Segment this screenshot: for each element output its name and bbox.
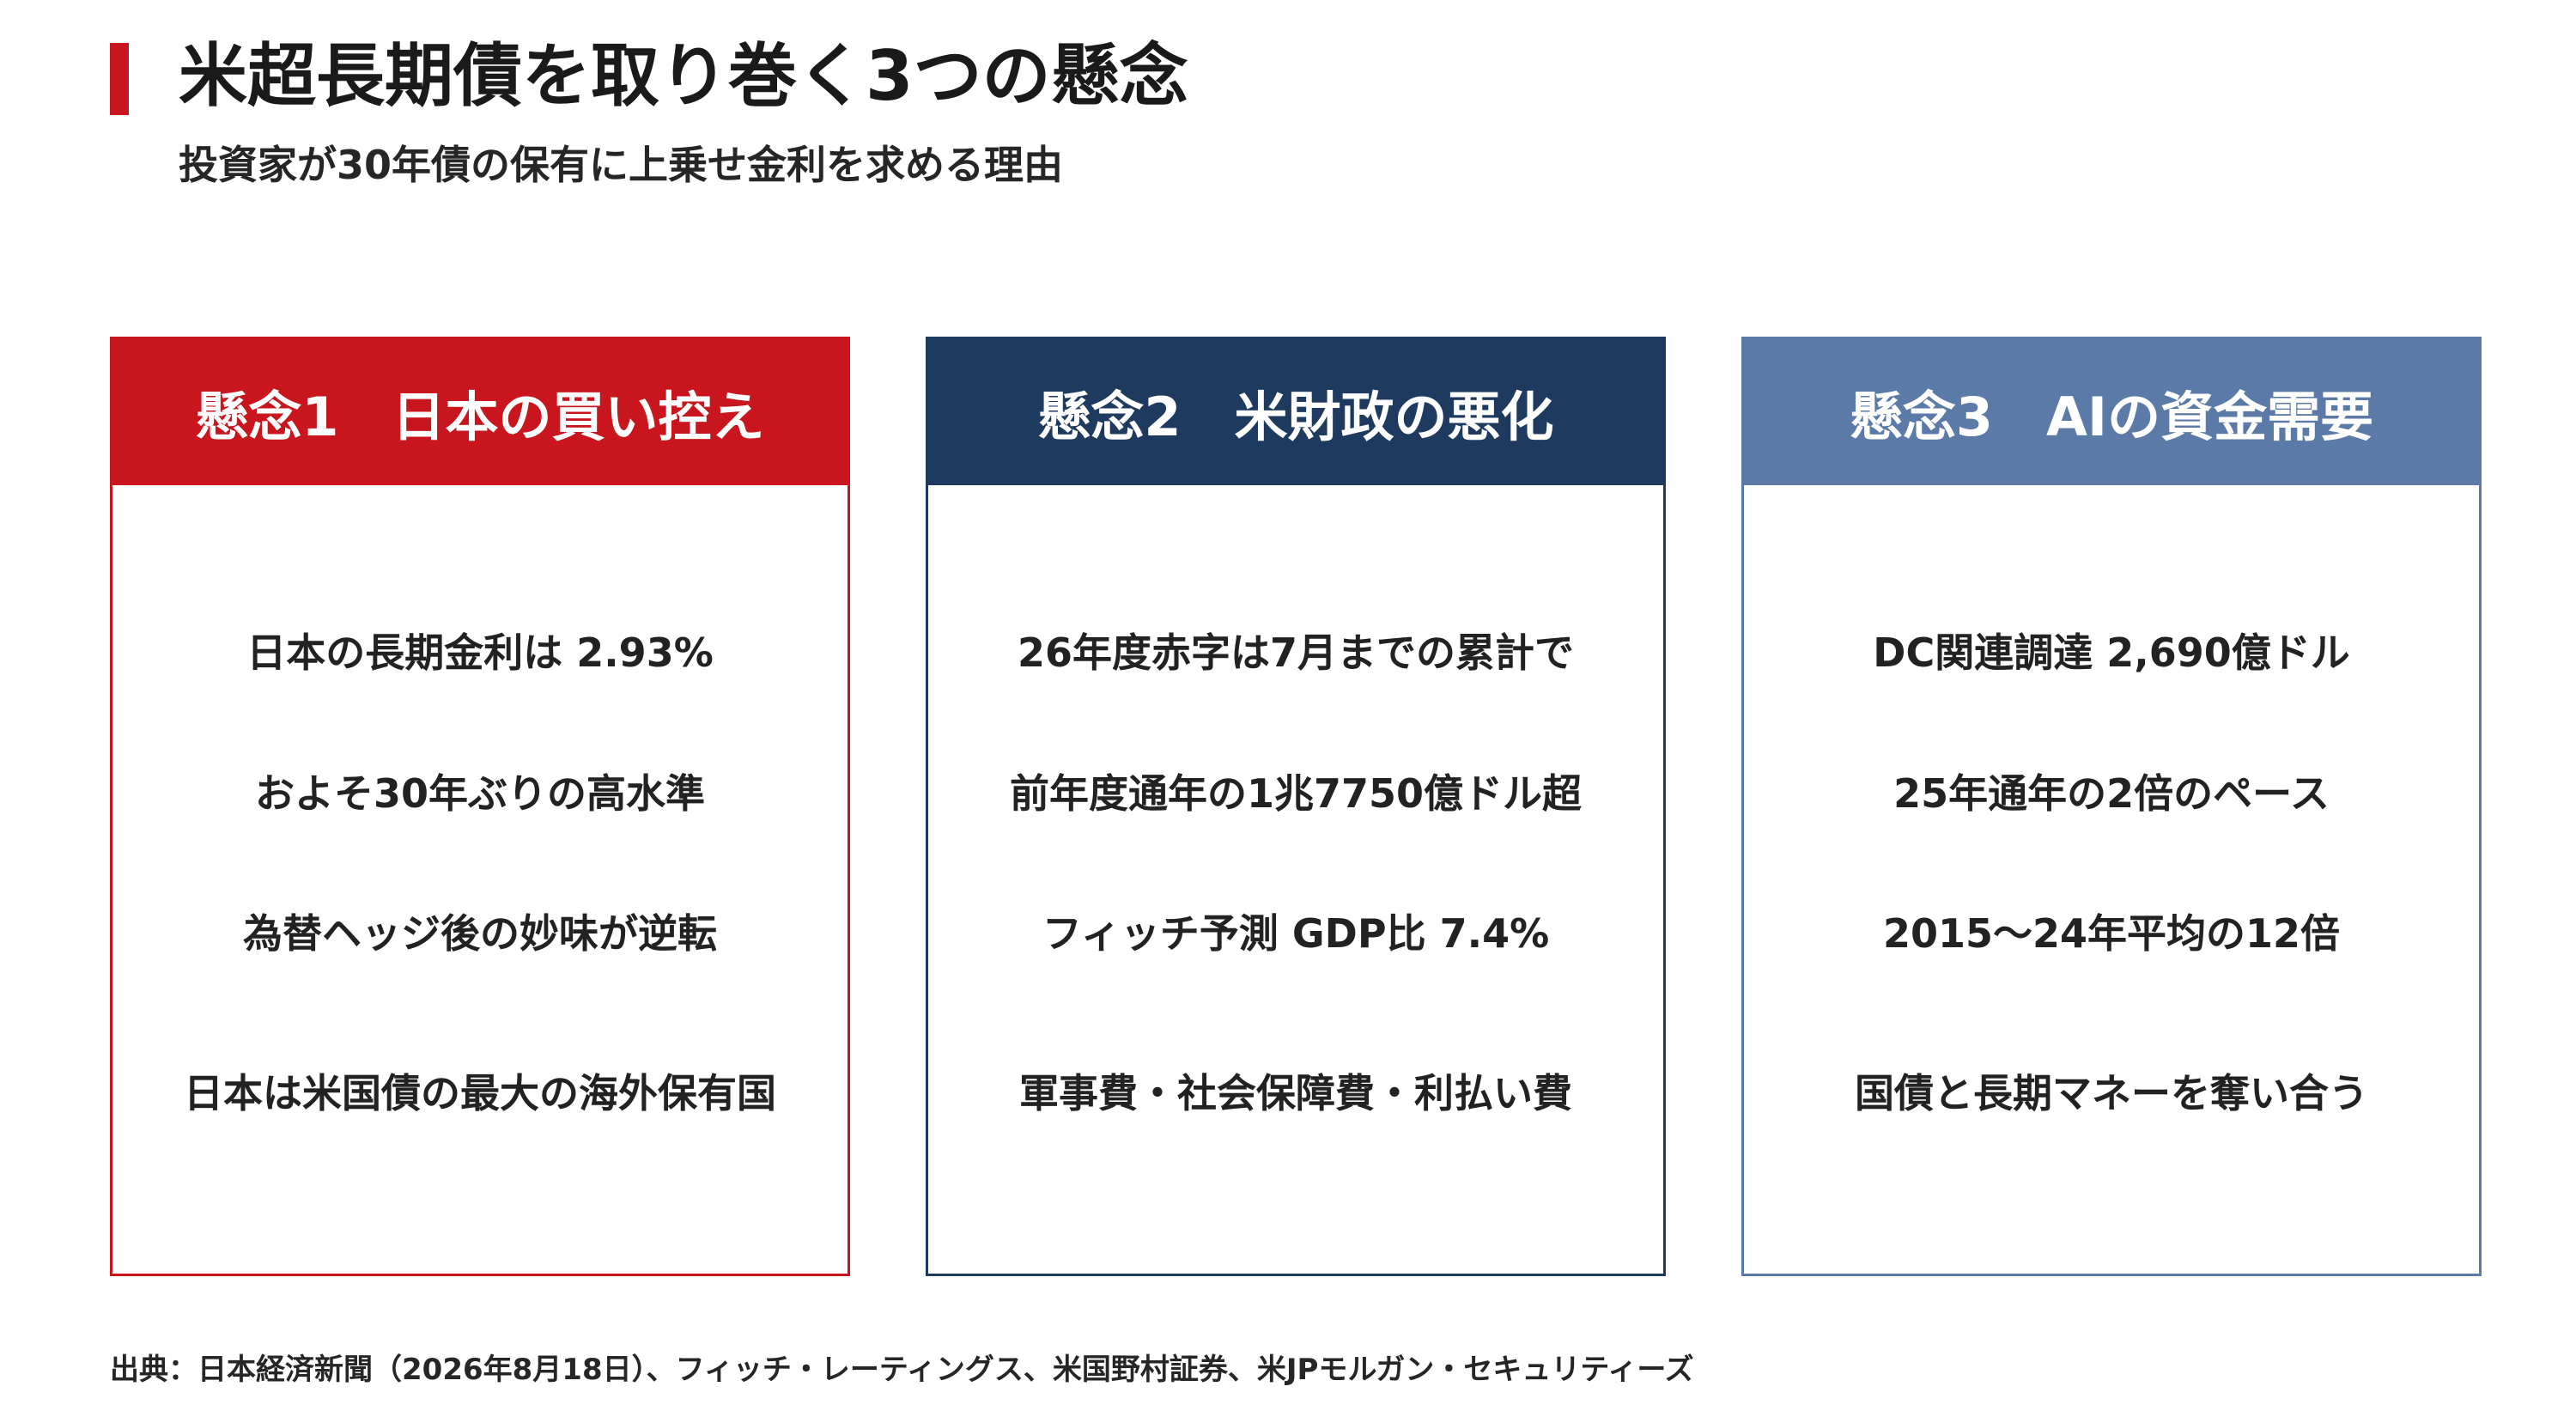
concern-card-3-line-2: 25年通年の2倍のペース — [1893, 770, 2330, 817]
concern-card-2-line-3: フィッチ予測 GDP比 7.4% — [1042, 910, 1550, 957]
source-citation: 出典：日本経済新聞（2026年8月18日）、フィッチ・レーティングス、米国野村証… — [110, 1353, 1694, 1387]
concern-card-1-line-3: 為替ヘッジ後の妙味が逆転 — [243, 910, 717, 957]
concern-card-1-header: 懸念1 日本の買い控え — [112, 339, 848, 485]
concern-card-1-line-2: およそ30年ぶりの高水準 — [254, 770, 705, 817]
page-subtitle: 投資家が30年債の保有に上乗せ金利を求める理由 — [179, 142, 1064, 188]
concern-card-2-line-1: 26年度赤字は7月までの累計で — [1017, 629, 1575, 676]
concern-card-3-line-3: 2015〜24年平均の12倍 — [1882, 910, 2341, 957]
concern-card-2-header: 懸念2 米財政の悪化 — [928, 339, 1663, 485]
concern-card-2: 懸念2 米財政の悪化 26年度赤字は7月までの累計で 前年度通年の1兆7750億… — [926, 337, 1666, 1276]
concern-card-3: 懸念3 AIの資金需要 DC関連調達 2,690億ドル 25年通年の2倍のペース… — [1741, 337, 2482, 1276]
concern-card-2-line-4: 軍事費・社会保障費・利払い費 — [1019, 1070, 1572, 1116]
concern-card-1-line-1: 日本の長期金利は 2.93% — [246, 629, 714, 676]
title-accent-bar — [110, 43, 129, 115]
concern-card-1: 懸念1 日本の買い控え 日本の長期金利は 2.93% およそ30年ぶりの高水準 … — [110, 337, 850, 1276]
concern-card-3-header: 懸念3 AIの資金需要 — [1744, 339, 2479, 485]
concern-card-3-line-1: DC関連調達 2,690億ドル — [1873, 629, 2350, 676]
page-title: 米超長期債を取り巻く3つの懸念 — [179, 36, 1188, 116]
concern-card-1-line-4: 日本は米国債の最大の海外保有国 — [184, 1070, 776, 1116]
concern-card-2-line-2: 前年度通年の1兆7750億ドル超 — [1009, 770, 1583, 817]
concern-card-3-line-4: 国債と長期マネーを奪い合う — [1855, 1070, 2368, 1116]
